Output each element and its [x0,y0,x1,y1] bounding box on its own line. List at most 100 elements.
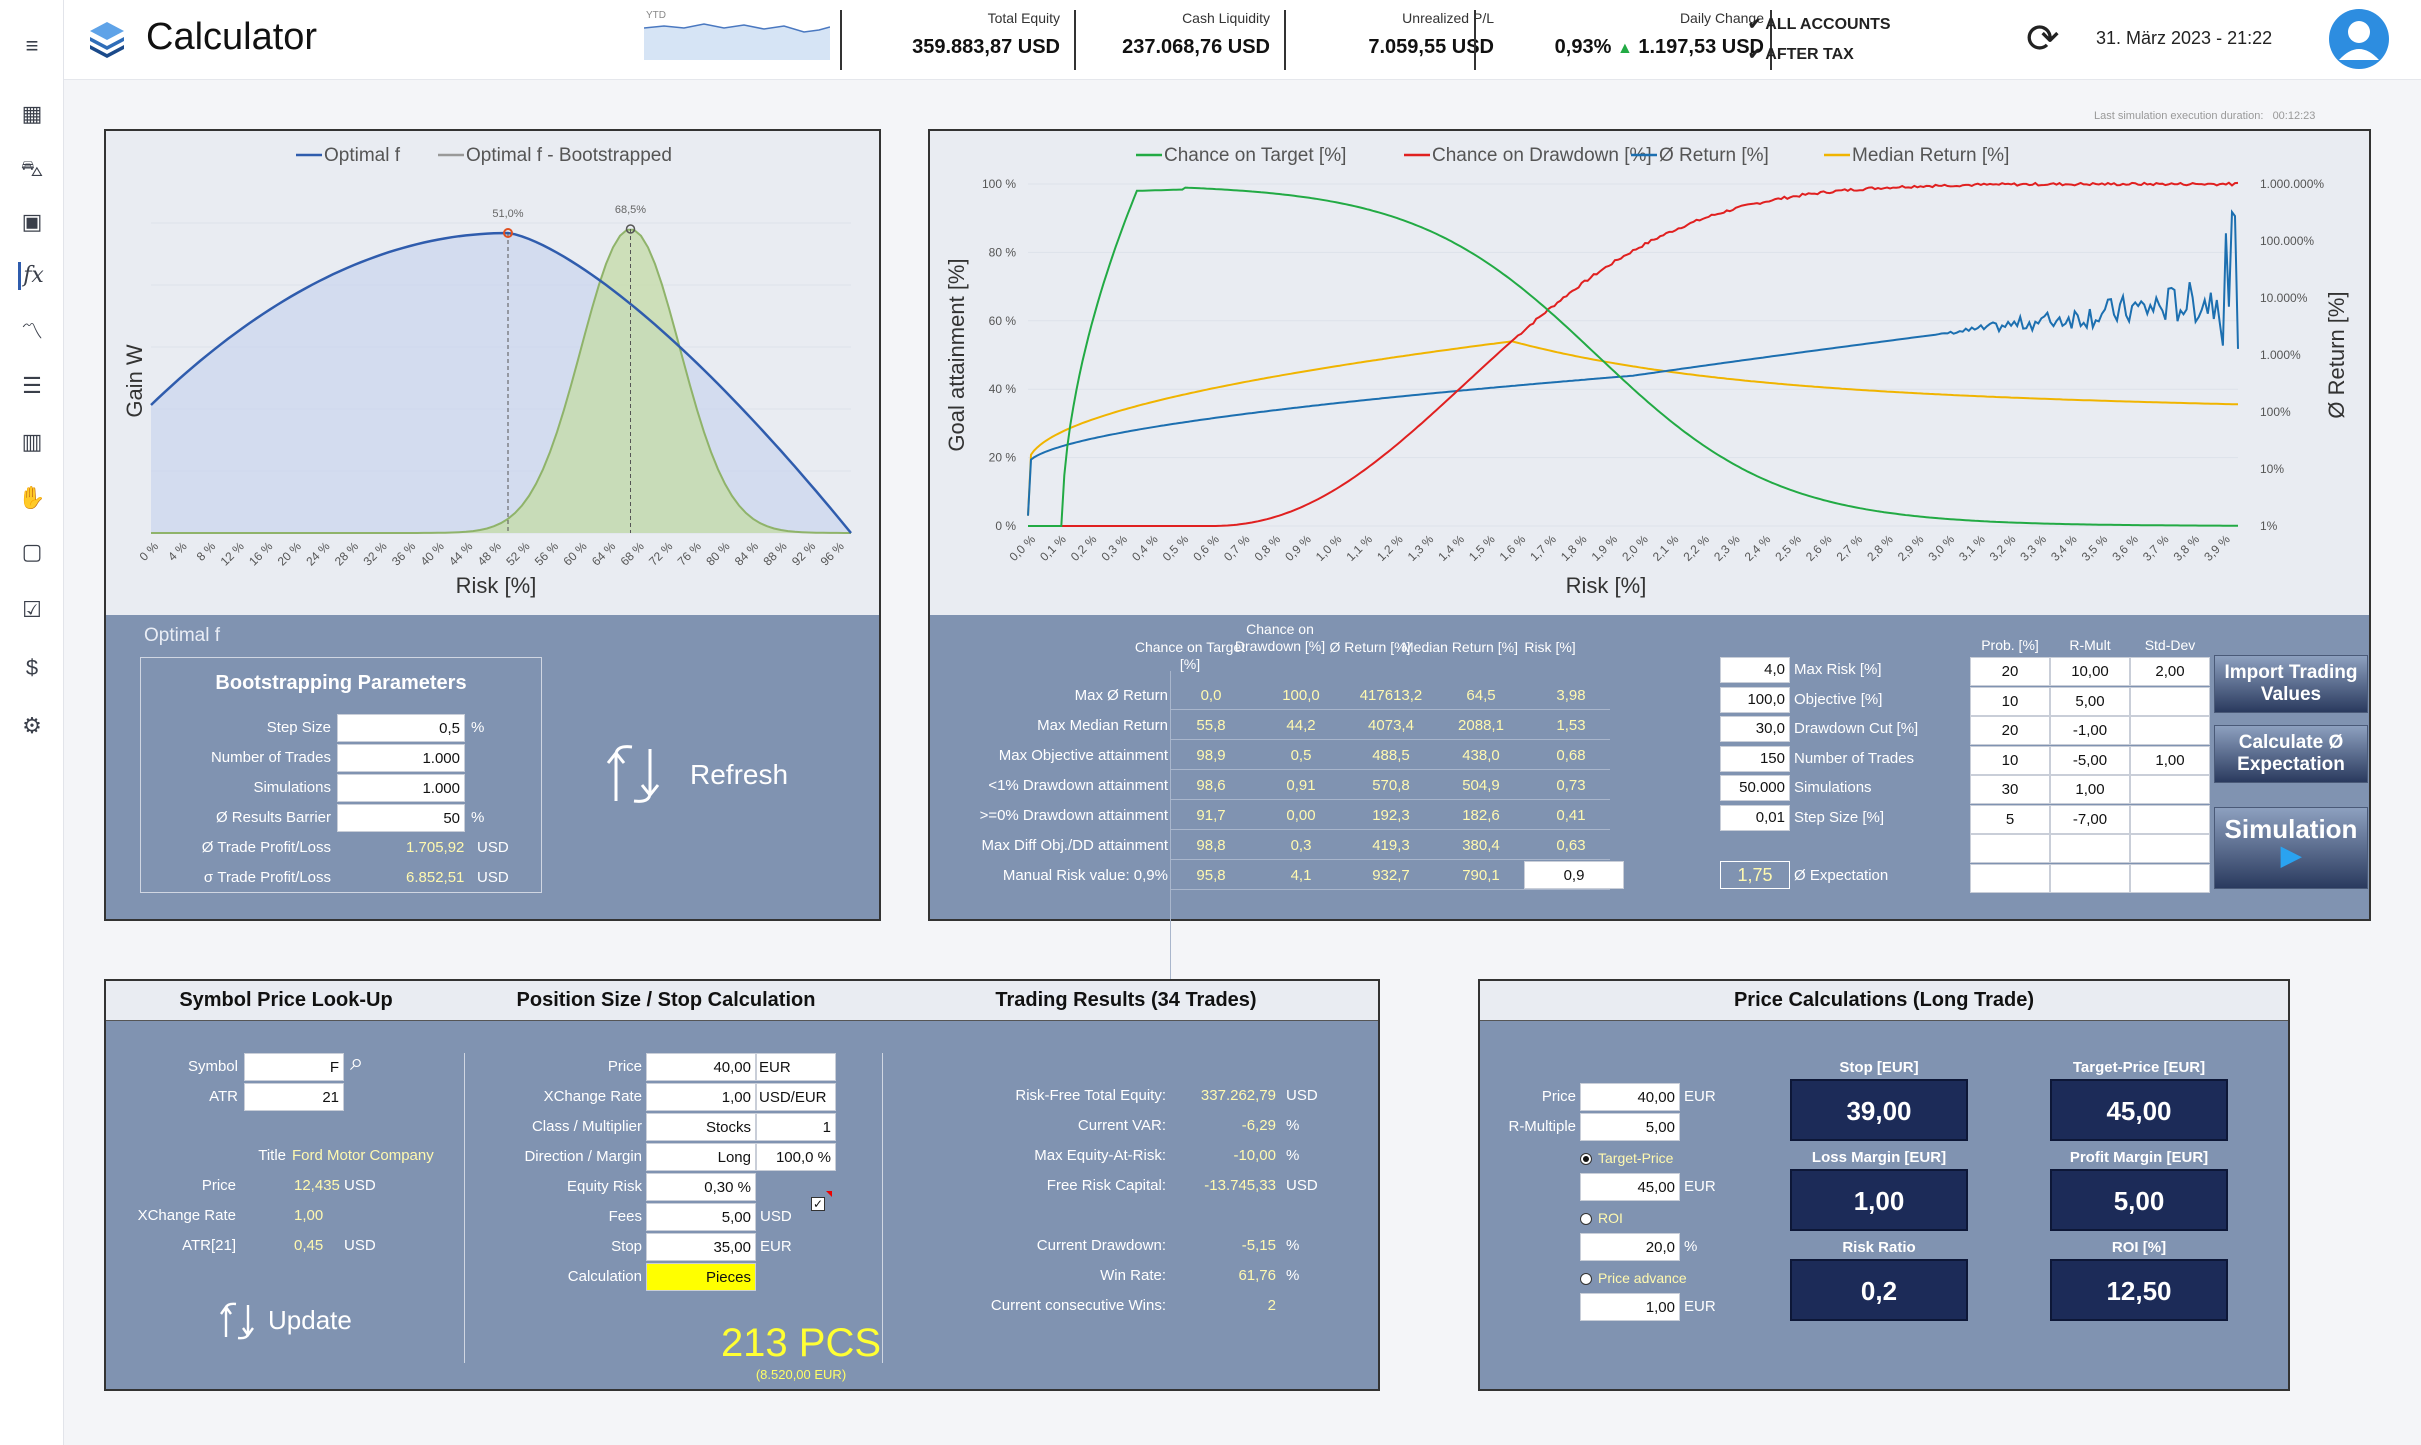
position-input[interactable]: 40,00 [646,1053,756,1081]
prob-cell[interactable]: 2,00 [2130,657,2210,686]
bootstrap-param-input[interactable]: 1.000 [337,774,465,802]
rmult-input[interactable]: 5,00 [1580,1113,1680,1141]
function-icon[interactable]: fx [18,262,46,290]
symbol-label: Symbol [187,1058,238,1075]
fees-checkbox[interactable]: ✓ [811,1197,825,1211]
position-input-2[interactable]: 100,0 % [756,1143,836,1171]
sim-cell: 98,8 [1196,837,1226,854]
sim-param-input[interactable]: 100,0 [1720,686,1790,713]
sim-param-input[interactable]: 50.000 [1720,775,1790,801]
calculate-expectation-button[interactable]: Calculate Ø Expectation [2214,725,2368,783]
position-input[interactable]: 1,00 [646,1083,756,1111]
position-input[interactable]: 5,00 [646,1203,756,1231]
x-axis-label: Risk [%] [456,573,537,598]
prob-cell[interactable]: 1,00 [2050,775,2130,804]
y2-axis-label: Ø Return [%] [2324,291,2349,418]
prob-cell[interactable] [2050,863,2130,893]
dashboard-icon[interactable]: ▦ [21,101,43,126]
symbol-input[interactable]: F [244,1053,344,1081]
wallet-icon[interactable]: ▢ [21,539,43,564]
atr-input[interactable]: 21 [244,1083,344,1111]
prob-cell[interactable] [1970,834,2050,863]
prob-cell[interactable]: 1,00 [2130,745,2210,775]
prob-cell[interactable] [2130,834,2210,863]
checklist-icon[interactable]: ☑ [22,597,42,622]
sim-param-input[interactable]: 150 [1720,745,1790,772]
prob-cell[interactable] [2130,804,2210,834]
x-tick-label: 96 % [818,539,847,568]
prob-cell[interactable]: 10,00 [2050,657,2130,686]
position-input[interactable]: 35,00 [646,1233,756,1261]
bootstrap-param-input[interactable]: 0,5 [337,714,465,742]
symbol-info-label: Price [201,1177,236,1194]
prob-cell[interactable]: -5,00 [2050,745,2130,775]
prob-col-header: Std-Dev [2144,637,2196,653]
prob-cell[interactable]: 20 [1970,657,2050,686]
prob-cell[interactable] [2130,686,2210,716]
position-input-2[interactable]: 1 [756,1113,836,1141]
sim-param-input[interactable]: 30,0 [1720,716,1790,742]
position-unit[interactable]: EUR [756,1053,836,1081]
expectation-label: Ø Expectation [1794,867,1889,884]
prob-cell[interactable]: 20 [1970,716,2050,745]
bootstrap-param-input[interactable]: 1.000 [337,744,465,772]
sim-cell: 0,63 [1556,837,1586,854]
prob-cell[interactable]: 30 [1970,775,2050,804]
gear-icon[interactable]: ⚙ [22,713,42,738]
import-trading-values-button[interactable]: Import Trading Values [2214,655,2368,713]
dollar-shield-icon[interactable]: $ [25,655,39,680]
chart-line-icon[interactable]: 〽 [20,319,43,344]
simulation-button[interactable]: Simulation ▶ [2214,807,2368,889]
prob-cell[interactable] [1970,863,2050,893]
filter-after-tax[interactable]: ✔ AFTER TAX [1748,46,1854,63]
manual-risk-input[interactable]: 0,9 [1524,861,1624,889]
prob-cell[interactable]: 10 [1970,745,2050,775]
prob-cell[interactable]: 10 [1970,686,2050,716]
advance-radio[interactable] [1580,1273,1592,1285]
roi-radio[interactable] [1580,1213,1592,1225]
sim-param-input[interactable]: 0,01 [1720,804,1790,831]
bar-chart-icon[interactable]: ▥ [21,429,43,454]
coins-hand-icon[interactable]: ✋ [18,485,46,510]
bootstrap-param-input[interactable]: 50 [337,804,465,832]
update-button[interactable]: Update [218,1301,352,1346]
target-radio[interactable] [1580,1153,1592,1165]
x-tick-label: 80 % [703,539,732,568]
list-icon[interactable]: ☰ [22,373,42,398]
y2-tick-label: 100% [2260,405,2291,419]
position-input[interactable]: Long [646,1143,756,1171]
sim-cell: 55,8 [1196,717,1226,734]
prob-cell[interactable]: -1,00 [2050,716,2130,745]
target-input[interactable]: 45,00 [1580,1173,1680,1201]
refresh-icon[interactable]: ⟳ [2026,17,2060,61]
prob-cell[interactable] [2130,775,2210,804]
prob-cell[interactable]: -7,00 [2050,804,2130,834]
position-input[interactable]: Pieces [646,1263,756,1291]
row-divider [1170,829,1610,830]
price-input[interactable]: 40,00 [1580,1083,1680,1111]
search-icon[interactable]: ⌕ [350,1049,364,1076]
prob-cell[interactable] [2130,863,2210,893]
advance-input[interactable]: 1,00 [1580,1293,1680,1321]
car-icon[interactable]: ⛍ [20,156,44,181]
prob-cell[interactable] [2050,834,2130,863]
top-bar: Calculator YTD Total Equity 359.883,87 US… [64,0,2421,80]
prob-cell[interactable]: 5,00 [2050,686,2130,716]
x-tick-label: 44 % [446,539,475,568]
refresh-button[interactable]: Refresh [602,741,788,814]
avatar[interactable] [2328,8,2390,70]
position-input[interactable]: Stocks [646,1113,756,1141]
roi-input[interactable]: 20,0 [1580,1233,1680,1261]
position-unit[interactable]: USD/EUR [756,1083,836,1111]
sim-param-input[interactable]: 4,0 [1720,657,1790,683]
position-input[interactable]: 0,30 % [646,1173,756,1201]
filter-all-accounts[interactable]: ✔ ALL ACCOUNTS [1748,16,1891,33]
sim-cell: 488,5 [1372,747,1410,764]
prob-cell[interactable] [2130,716,2210,745]
prob-col-header: R-Mult [2069,637,2111,653]
prob-cell[interactable]: 5 [1970,804,2050,834]
briefcase-icon[interactable]: ▣ [21,209,43,234]
x-tick-label: 56 % [532,539,561,568]
menu-icon[interactable]: ≡ [25,33,39,58]
x-tick-label: 92 % [789,539,818,568]
